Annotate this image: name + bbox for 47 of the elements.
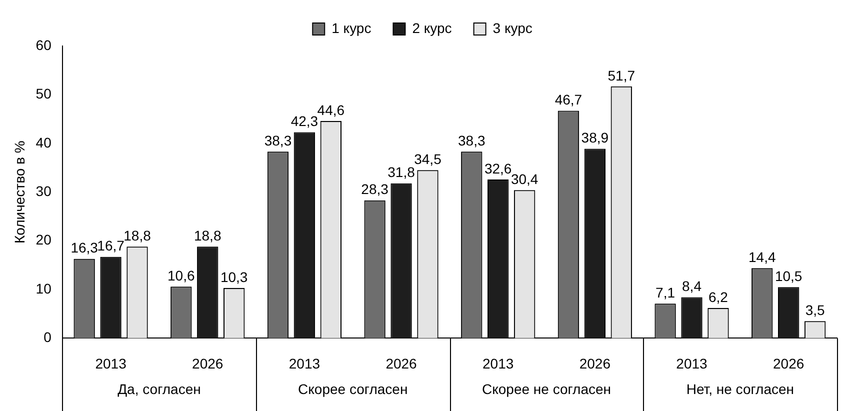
y-tick-label: 60	[36, 36, 52, 53]
y-tick-label: 40	[36, 134, 52, 150]
x-tick-label: 2026	[386, 355, 418, 372]
data-label: 3,5	[805, 302, 825, 318]
data-label: 6,2	[708, 288, 728, 305]
y-tick-label: 10	[36, 280, 52, 296]
data-label: 46,7	[554, 92, 582, 108]
x-tick-label: 2013	[95, 355, 127, 372]
text: Скорее не согласен	[482, 381, 612, 398]
data-label: 31,8	[388, 164, 416, 180]
data-label: 10,5	[774, 268, 802, 284]
data-label: 30,4	[510, 171, 538, 188]
y-axis-title: Количество в %	[11, 140, 28, 244]
data-label: 38,3	[458, 132, 486, 149]
data-label: 8,4	[682, 278, 702, 294]
data-label: 51,7	[608, 67, 636, 84]
x-tick-label: 2013	[482, 355, 514, 372]
data-label: 16,7	[97, 238, 125, 254]
data-label: 18,8	[194, 228, 222, 244]
legend-label: 3 курс	[492, 20, 532, 36]
data-label: 10,6	[168, 267, 195, 284]
x-tick-label: 2026	[192, 355, 224, 372]
data-label: 38,9	[581, 130, 609, 146]
data-label: 34,5	[414, 151, 442, 168]
data-label: 32,6	[484, 160, 512, 176]
x-tick-label: 2013	[676, 355, 708, 372]
y-tick-label: 0	[44, 329, 52, 346]
data-label: 14,4	[748, 248, 776, 265]
x-tick-label: 2013	[288, 355, 320, 372]
data-label: 42,3	[290, 113, 318, 130]
legend-label: 1 курс	[332, 20, 372, 36]
text: Нет, не согласен	[686, 381, 794, 398]
legend-label: 2 курс	[412, 20, 452, 36]
data-label: 28,3	[361, 181, 389, 198]
data-label: 18,8	[124, 228, 152, 244]
data-label: 16,3	[70, 240, 98, 256]
x-tick-label: 2026	[579, 355, 611, 372]
y-tick-label: 30	[36, 182, 52, 199]
y-tick-label: 50	[36, 86, 52, 102]
data-label: 10,3	[220, 268, 248, 285]
x-tick-label: 2026	[773, 355, 804, 372]
data-label: 44,6	[317, 102, 345, 118]
y-tick-label: 20	[36, 232, 52, 248]
data-label: 7,1	[656, 284, 676, 300]
text: Да, согласен	[118, 381, 201, 398]
data-label: 38,3	[264, 132, 292, 149]
text: Скорее согласен	[298, 381, 408, 398]
